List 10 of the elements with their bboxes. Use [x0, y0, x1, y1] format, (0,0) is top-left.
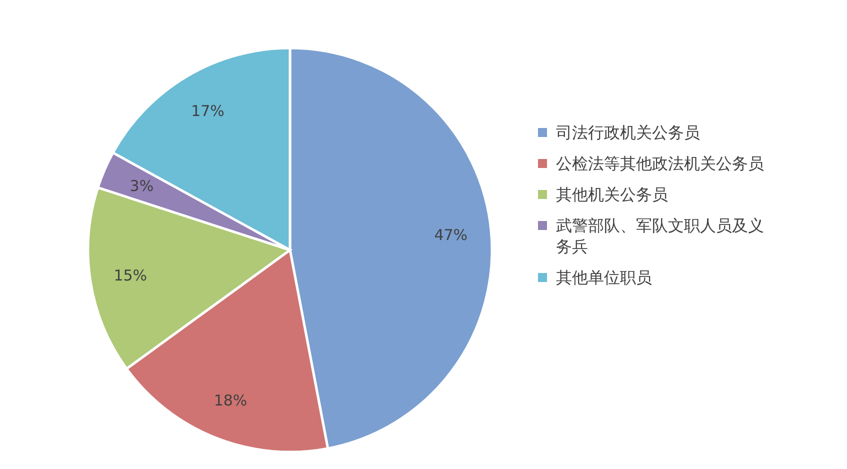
legend-label: 司法行政机关公务员: [556, 123, 700, 142]
legend-label: 其他机关公务员: [556, 185, 668, 204]
data-label: 3%: [130, 176, 154, 195]
data-label: 17%: [191, 102, 224, 120]
data-label: 15%: [114, 266, 148, 284]
legend-label: 其他单位职员: [556, 268, 652, 287]
legend-label: 武警部队、军队文职人员及义务兵: [556, 216, 764, 256]
data-label: 18%: [214, 391, 248, 410]
data-label: 47%: [434, 226, 468, 244]
legend-label: 公检法等其他政法机关公务员: [556, 154, 764, 173]
